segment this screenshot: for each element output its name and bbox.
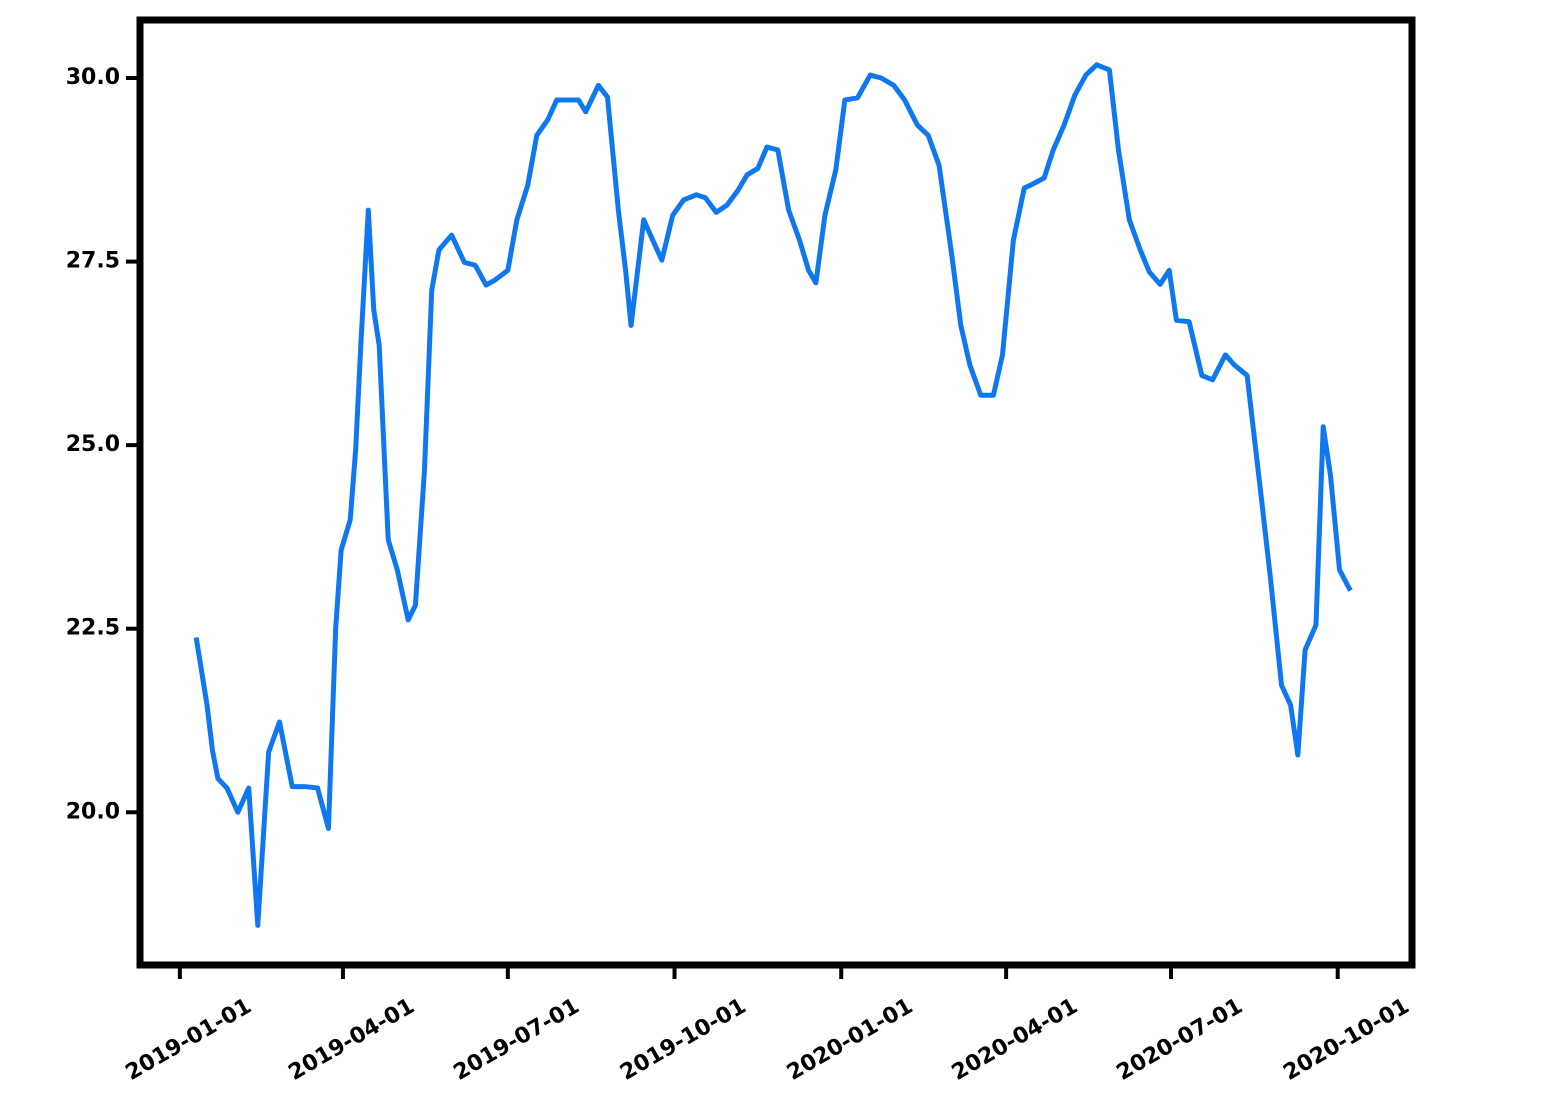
data-line <box>193 62 1353 928</box>
y-tick-label: 20.0 <box>66 799 120 824</box>
x-tick-label: 2019-07-01 <box>449 994 583 1086</box>
x-tick-label: 2019-04-01 <box>285 994 419 1086</box>
y-tick-label: 22.5 <box>66 616 120 641</box>
x-tick-label: 2020-04-01 <box>948 994 1082 1086</box>
x-tick-label: 2019-01-01 <box>121 994 255 1086</box>
x-tick-label: 2020-07-01 <box>1113 994 1247 1086</box>
x-tick-label: 2020-10-01 <box>1279 994 1413 1086</box>
plot-frame <box>136 16 1416 969</box>
x-tick-label: 2020-01-01 <box>783 994 917 1086</box>
x-tick-label: 2019-10-01 <box>616 994 750 1086</box>
y-tick-label: 25.0 <box>66 432 120 457</box>
y-tick-label: 27.5 <box>66 249 120 274</box>
y-tick-label: 30.0 <box>66 65 120 90</box>
